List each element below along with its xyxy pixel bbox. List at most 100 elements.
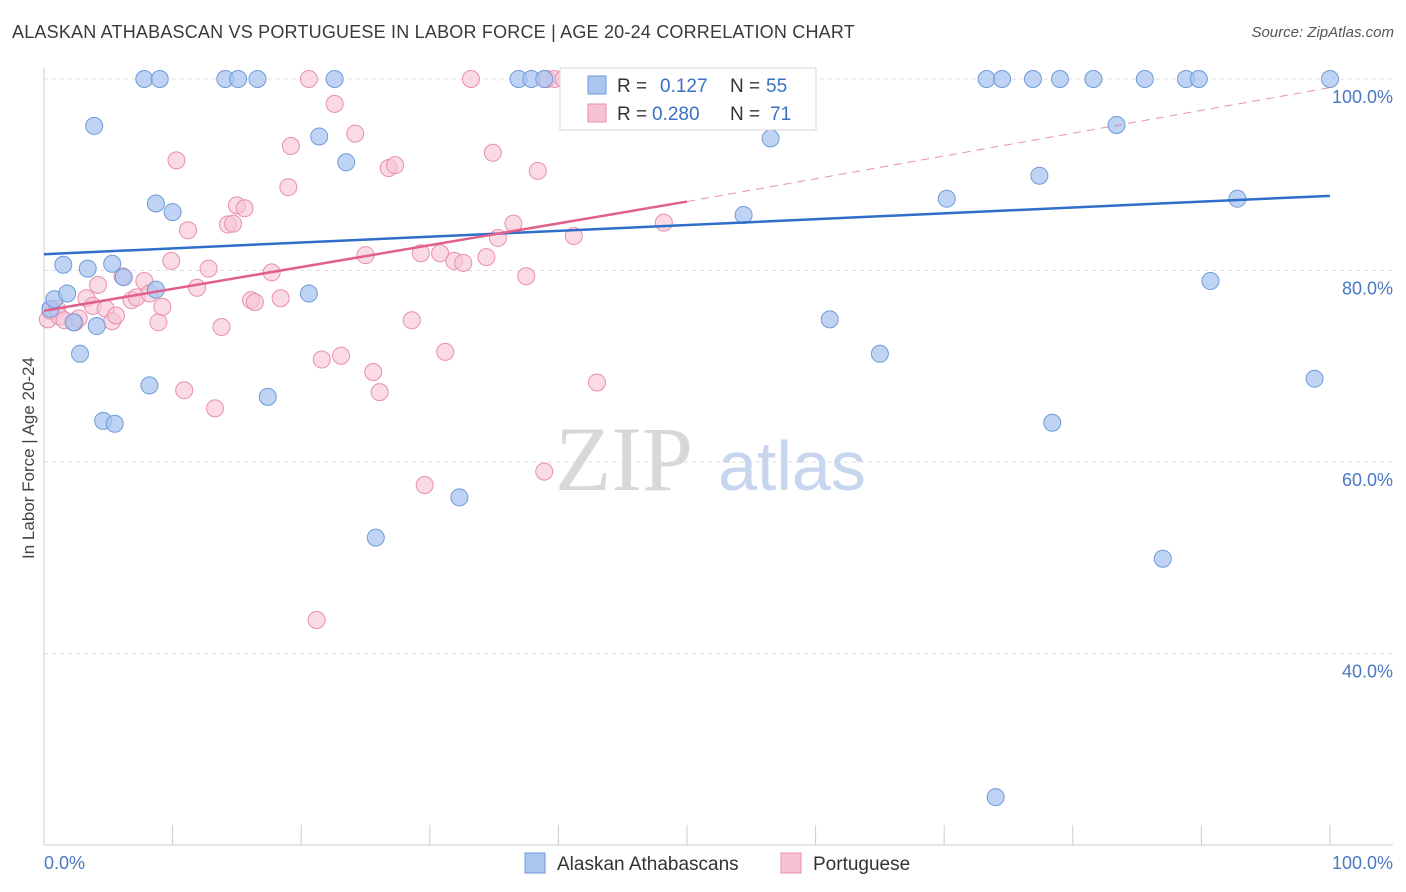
legend-n-label-2: N = — [730, 104, 760, 125]
point-athabascan-18 — [163, 203, 182, 222]
point-portuguese-49 — [402, 311, 421, 330]
point-athabascan-35 — [761, 129, 780, 148]
legend-r-value-1: 0.127 — [660, 76, 708, 97]
point-athabascan-22 — [258, 387, 277, 406]
legend-r-label-1: R = — [617, 76, 647, 97]
point-portuguese-41 — [325, 94, 344, 113]
point-portuguese-51 — [415, 475, 434, 494]
point-portuguese-62 — [528, 161, 547, 180]
point-athabascan-17 — [146, 194, 165, 213]
point-portuguese-46 — [370, 383, 389, 402]
point-athabascan-21 — [248, 70, 267, 88]
point-athabascan-5 — [71, 344, 90, 363]
axes: 40.0% 60.0% 80.0% 100.0% — [43, 68, 1393, 846]
point-portuguese-58 — [483, 143, 502, 162]
point-portuguese-31 — [235, 199, 254, 218]
point-portuguese-53 — [436, 342, 455, 361]
point-athabascan-42 — [1023, 70, 1042, 88]
point-athabascan-45 — [1050, 70, 1069, 88]
point-portuguese-27 — [212, 317, 231, 336]
point-athabascan-34 — [734, 205, 753, 224]
point-athabascan-26 — [337, 153, 356, 172]
point-athabascan-37 — [870, 344, 889, 363]
bottom-legend-label-athabascan: Alaskan Athabascans — [557, 854, 739, 875]
bottom-legend: Alaskan Athabascans Portuguese — [524, 852, 910, 875]
point-portuguese-57 — [477, 248, 496, 267]
point-athabascan-44 — [1043, 413, 1062, 432]
y-tick-label-2: 80.0% — [1342, 279, 1393, 299]
point-athabascan-6 — [78, 259, 97, 278]
point-portuguese-43 — [346, 124, 365, 143]
point-athabascan-3 — [58, 284, 77, 303]
x-tick-label-max: 100.0% — [1332, 853, 1393, 873]
point-athabascan-40 — [986, 788, 1005, 807]
point-athabascan-48 — [1135, 70, 1154, 88]
data-points — [38, 70, 1339, 807]
legend-r-label-2: R = — [617, 104, 647, 125]
y-tick-label-1: 60.0% — [1342, 470, 1393, 490]
point-portuguese-52 — [431, 244, 450, 263]
point-portuguese-50 — [411, 244, 430, 263]
point-portuguese-19 — [153, 297, 172, 316]
point-portuguese-26 — [206, 399, 225, 418]
point-portuguese-9 — [89, 275, 108, 294]
legend-n-value-1: 55 — [766, 76, 787, 97]
y-tick-label-0: 40.0% — [1342, 662, 1393, 682]
point-portuguese-22 — [175, 381, 194, 400]
bottom-legend-label-portuguese: Portuguese — [813, 854, 910, 875]
y-axis-label: In Labor Force | Age 20-24 — [19, 357, 38, 559]
point-athabascan-43 — [1030, 166, 1049, 185]
point-athabascan-54 — [1305, 369, 1324, 388]
point-athabascan-10 — [105, 414, 124, 433]
point-portuguese-40 — [312, 350, 331, 369]
trend-line-portuguese — [43, 200, 688, 312]
point-athabascan-11 — [103, 254, 122, 273]
point-athabascan-41 — [993, 70, 1012, 88]
point-portuguese-29 — [224, 214, 243, 233]
point-athabascan-7 — [85, 116, 104, 135]
legend-n-value-2: 71 — [770, 104, 791, 125]
point-portuguese-12 — [107, 306, 126, 325]
chart-title: ALASKAN ATHABASCAN VS PORTUGUESE IN LABO… — [12, 22, 855, 42]
point-portuguese-67 — [564, 227, 583, 246]
point-athabascan-46 — [1084, 70, 1103, 88]
bottom-legend-swatch-portuguese — [780, 852, 802, 874]
point-portuguese-68 — [587, 373, 606, 392]
point-portuguese-25 — [199, 259, 218, 278]
point-athabascan-55 — [1321, 70, 1339, 88]
point-portuguese-63 — [535, 462, 554, 481]
point-athabascan-39 — [977, 70, 996, 88]
watermark-atlas: atlas — [718, 427, 866, 505]
point-athabascan-4 — [64, 313, 83, 332]
gridlines — [44, 78, 1393, 654]
y-tick-label-3: 100.0% — [1332, 87, 1393, 107]
point-athabascan-12 — [114, 268, 133, 287]
point-portuguese-42 — [332, 346, 351, 365]
point-portuguese-39 — [307, 610, 326, 629]
point-athabascan-51 — [1189, 70, 1208, 88]
point-portuguese-48 — [386, 156, 405, 175]
point-athabascan-36 — [820, 310, 839, 329]
point-portuguese-37 — [281, 137, 300, 156]
point-athabascan-14 — [150, 70, 169, 88]
point-portuguese-33 — [245, 293, 264, 312]
point-athabascan-20 — [229, 70, 248, 88]
point-athabascan-2 — [54, 255, 73, 274]
trend-line-athabascan — [43, 194, 1331, 256]
point-portuguese-36 — [279, 178, 298, 197]
point-athabascan-52 — [1201, 272, 1220, 291]
chart-source: Source: ZipAtlas.com — [1251, 24, 1394, 41]
point-portuguese-35 — [271, 289, 290, 308]
point-portuguese-56 — [461, 70, 480, 88]
point-athabascan-24 — [310, 127, 329, 146]
point-portuguese-21 — [167, 151, 186, 170]
point-athabascan-49 — [1153, 549, 1172, 568]
bottom-legend-swatch-athabascan — [524, 852, 546, 874]
point-portuguese-23 — [179, 221, 198, 240]
watermark: ZIP atlas — [555, 408, 866, 510]
point-athabascan-8 — [87, 317, 106, 336]
legend-swatch-portuguese — [587, 103, 607, 123]
point-athabascan-23 — [299, 284, 318, 303]
point-portuguese-45 — [364, 362, 383, 381]
